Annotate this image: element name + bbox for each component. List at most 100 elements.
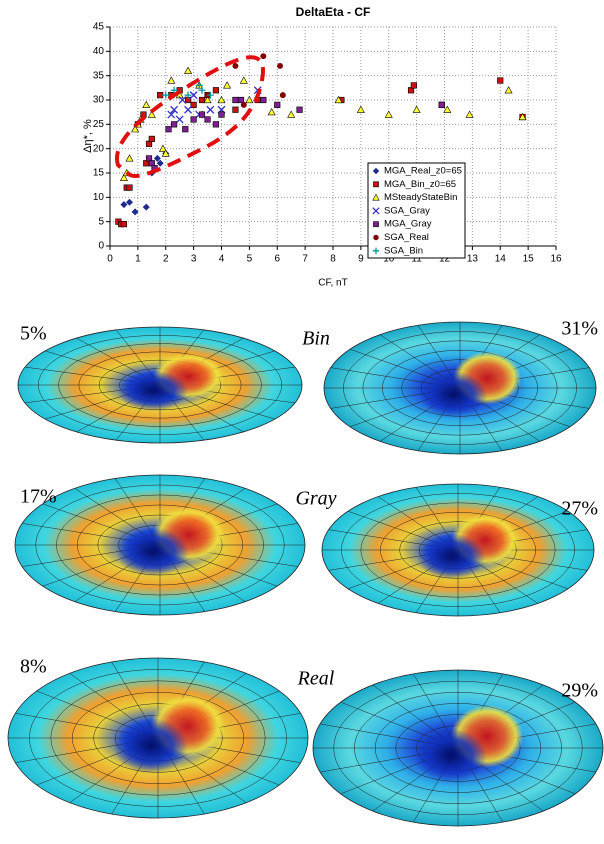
- marker: [443, 105, 452, 113]
- marker: [184, 105, 193, 114]
- marker: [237, 96, 245, 104]
- marker: [232, 62, 239, 69]
- marker: [334, 95, 343, 104]
- marker: [518, 112, 527, 121]
- y-tick-label: 30: [93, 95, 105, 106]
- percent-label: 5%: [20, 323, 47, 345]
- marker: [125, 154, 134, 162]
- marker: [287, 110, 296, 118]
- marker: [184, 91, 192, 99]
- x-tick-label: 10: [383, 254, 395, 265]
- marker: [373, 234, 379, 241]
- y-tick-label: 20: [93, 143, 105, 154]
- x-tick-label: 15: [523, 254, 535, 265]
- marker: [372, 167, 380, 175]
- surface-well: [117, 370, 189, 412]
- surface-well: [116, 527, 189, 577]
- marker: [410, 82, 417, 89]
- marker: [204, 116, 211, 123]
- marker: [158, 144, 167, 152]
- surface-well: [113, 718, 188, 774]
- percent-label: 29%: [561, 680, 598, 702]
- marker: [198, 86, 206, 94]
- marker: [126, 198, 134, 206]
- marker: [142, 203, 150, 211]
- surface-plot: [17, 326, 303, 444]
- legend-label: SGA_Gray: [384, 205, 430, 216]
- marker: [373, 221, 379, 228]
- surface-plot: [321, 483, 595, 617]
- marker: [239, 76, 248, 84]
- marker: [198, 96, 206, 104]
- row-label: Bin: [302, 328, 330, 350]
- marker: [131, 208, 139, 216]
- y-tick-label: 5: [98, 216, 104, 227]
- legend-label: MGA_Real_z0=65: [384, 166, 462, 177]
- x-tick-label: 8: [330, 254, 336, 265]
- x-tick-label: 7: [302, 254, 308, 265]
- marker: [497, 77, 504, 84]
- surface-plot: [14, 474, 306, 616]
- x-tick-label: 9: [358, 254, 364, 265]
- x-tick-label: 13: [467, 254, 479, 265]
- marker: [157, 92, 164, 99]
- legend-label: MGA_Gray: [384, 219, 432, 230]
- highlight-ellipse: [114, 55, 266, 178]
- marker: [232, 106, 239, 113]
- marker: [212, 87, 220, 94]
- y-axis-label: Δη*, %: [82, 119, 94, 153]
- marker: [277, 62, 284, 69]
- x-tick-label: 2: [163, 254, 169, 265]
- marker: [190, 101, 197, 108]
- x-tick-label: 14: [495, 254, 507, 265]
- x-axis-label: CF, nT: [318, 278, 347, 289]
- x-tick-label: 12: [439, 254, 451, 265]
- y-tick-label: 15: [93, 168, 105, 179]
- marker: [195, 81, 203, 89]
- marker: [438, 101, 445, 108]
- marker: [212, 121, 220, 128]
- marker: [148, 135, 155, 143]
- marker: [372, 193, 380, 201]
- marker: [465, 110, 474, 118]
- marker: [203, 95, 212, 104]
- marker: [240, 101, 247, 108]
- marker: [412, 105, 421, 113]
- percent-label: 8%: [20, 656, 47, 678]
- y-tick-label: 10: [93, 192, 105, 203]
- legend-label: MSteadyStateBin: [384, 192, 457, 203]
- x-tick-label: 4: [219, 254, 225, 265]
- marker: [171, 121, 178, 128]
- x-tick-label: 5: [247, 254, 253, 265]
- marker: [267, 108, 276, 116]
- marker: [170, 86, 178, 94]
- marker: [162, 91, 170, 99]
- marker: [190, 116, 197, 123]
- marker: [119, 173, 128, 181]
- marker: [142, 100, 151, 108]
- marker: [198, 111, 206, 118]
- marker: [232, 96, 239, 104]
- y-tick-label: 45: [93, 22, 105, 33]
- marker: [356, 105, 365, 113]
- marker: [260, 53, 267, 60]
- marker: [279, 92, 286, 99]
- marker: [260, 96, 267, 104]
- marker: [384, 110, 393, 118]
- marker: [189, 91, 198, 100]
- legend-label: SGA_Bin: [384, 245, 423, 256]
- marker: [274, 101, 281, 108]
- y-tick-label: 0: [98, 241, 104, 252]
- marker: [217, 95, 226, 104]
- marker: [223, 81, 232, 89]
- marker: [175, 115, 184, 124]
- y-tick-label: 40: [93, 46, 105, 57]
- marker: [178, 96, 187, 104]
- marker: [372, 247, 380, 254]
- marker: [161, 149, 170, 157]
- x-tick-label: 3: [191, 254, 197, 265]
- marker: [147, 110, 156, 118]
- x-tick-label: 11: [411, 254, 422, 265]
